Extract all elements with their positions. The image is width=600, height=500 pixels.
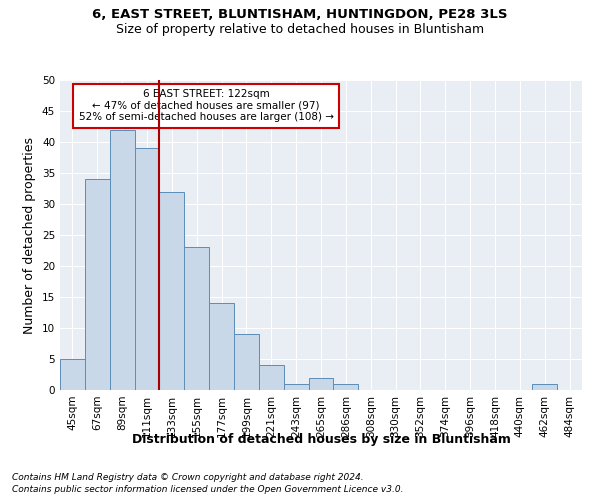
Bar xyxy=(308,378,334,390)
Bar xyxy=(184,248,209,390)
Text: 6, EAST STREET, BLUNTISHAM, HUNTINGDON, PE28 3LS: 6, EAST STREET, BLUNTISHAM, HUNTINGDON, … xyxy=(92,8,508,20)
Bar xyxy=(334,384,358,390)
Bar xyxy=(234,334,259,390)
Text: Contains public sector information licensed under the Open Government Licence v3: Contains public sector information licen… xyxy=(12,485,404,494)
Bar xyxy=(110,130,134,390)
Bar xyxy=(85,179,110,390)
Bar xyxy=(160,192,184,390)
Bar xyxy=(134,148,160,390)
Text: Distribution of detached houses by size in Bluntisham: Distribution of detached houses by size … xyxy=(131,432,511,446)
Text: Contains HM Land Registry data © Crown copyright and database right 2024.: Contains HM Land Registry data © Crown c… xyxy=(12,472,364,482)
Bar xyxy=(532,384,557,390)
Bar xyxy=(209,303,234,390)
Bar xyxy=(259,365,284,390)
Bar xyxy=(284,384,308,390)
Bar xyxy=(60,359,85,390)
Text: 6 EAST STREET: 122sqm
← 47% of detached houses are smaller (97)
52% of semi-deta: 6 EAST STREET: 122sqm ← 47% of detached … xyxy=(79,90,334,122)
Y-axis label: Number of detached properties: Number of detached properties xyxy=(23,136,37,334)
Text: Size of property relative to detached houses in Bluntisham: Size of property relative to detached ho… xyxy=(116,22,484,36)
